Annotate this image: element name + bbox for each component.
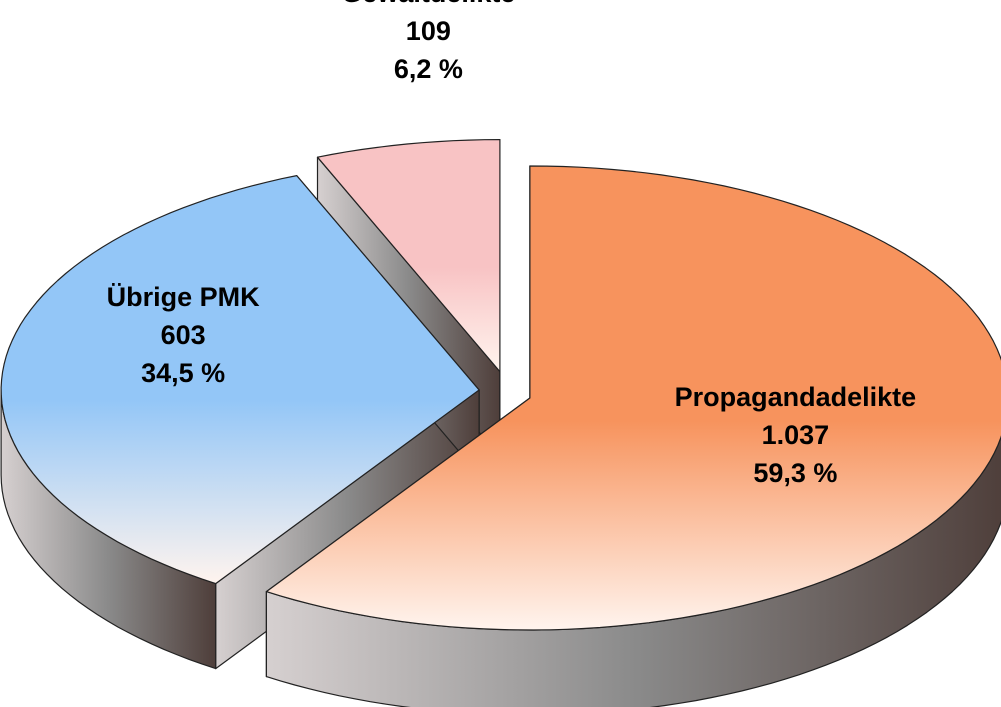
slice-label: 59,3 % — [753, 458, 837, 488]
slice — [316, 139, 501, 373]
slice-label: Übrige PMK — [107, 282, 261, 312]
slice — [0, 175, 480, 585]
slice-label: 1.037 — [762, 420, 830, 450]
slice-label: 34,5 % — [141, 358, 225, 388]
slice — [265, 165, 1001, 631]
slice-label: 109 — [406, 16, 451, 46]
slice-label: Gewaltdelikte — [341, 0, 515, 8]
slice-label: 603 — [161, 320, 206, 350]
slice-label: Propagandadelikte — [675, 382, 917, 412]
slice-label: 6,2 % — [394, 54, 463, 84]
